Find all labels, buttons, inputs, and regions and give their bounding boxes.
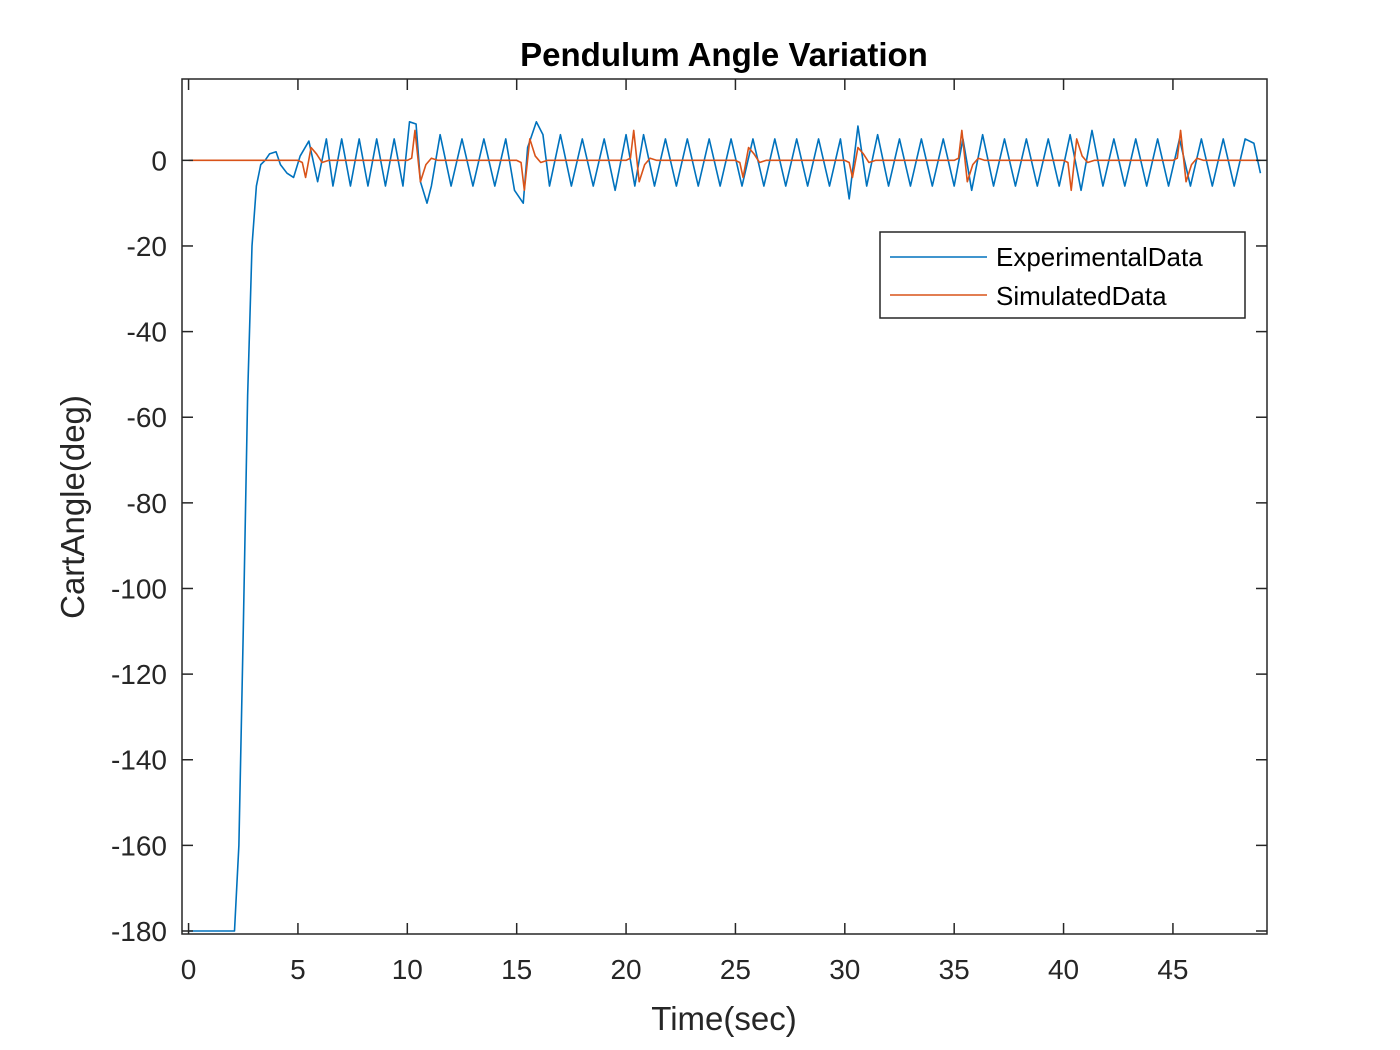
- legend-box: [879, 231, 1246, 319]
- axes-background: [182, 79, 1267, 934]
- series-layer: [188, 121, 1262, 932]
- x-tick-label: 20: [610, 954, 641, 985]
- legend: ExperimentalData SimulatedData: [879, 231, 1246, 319]
- y-tick-label: -100: [111, 573, 167, 604]
- x-tick-label: 30: [829, 954, 860, 985]
- x-tick-label: 45: [1157, 954, 1188, 985]
- y-tick-label: -60: [127, 402, 167, 433]
- x-tick-label: 25: [720, 954, 751, 985]
- y-tick-label: -120: [111, 659, 167, 690]
- y-tick-label: -140: [111, 745, 167, 776]
- x-tick-label: 0: [181, 954, 197, 985]
- plot-area: 0 5 10 15 20 25 30 35 40 45 0 -20 -40 -60 -80 -100 -120 -…: [111, 78, 1268, 985]
- series-line-simulateddata: [188, 129, 1261, 192]
- chart-title: Pendulum Angle Variation: [520, 36, 928, 73]
- x-tick-label: 15: [501, 954, 532, 985]
- y-tick-label: -80: [127, 488, 167, 519]
- y-tick-label: -20: [127, 231, 167, 262]
- x-axis-label: Time(sec): [651, 1000, 796, 1037]
- y-tick-label: -160: [111, 830, 167, 861]
- legend-label-experimental: ExperimentalData: [996, 242, 1203, 272]
- ticks-layer: 0 5 10 15 20 25 30 35 40 45 0 -20 -40 -60 -80 -100 -120 -…: [111, 79, 1267, 985]
- y-tick-label: -40: [127, 317, 167, 348]
- y-axis-label: CartAngle(deg): [54, 395, 91, 619]
- x-tick-label: 40: [1048, 954, 1079, 985]
- x-tick-label: 35: [939, 954, 970, 985]
- axes-frame: [181, 78, 1268, 935]
- x-tick-label: 10: [392, 954, 423, 985]
- legend-label-simulated: SimulatedData: [996, 281, 1167, 311]
- y-tick-label: -180: [111, 916, 167, 947]
- x-tick-label: 5: [290, 954, 306, 985]
- y-tick-label: 0: [151, 145, 167, 176]
